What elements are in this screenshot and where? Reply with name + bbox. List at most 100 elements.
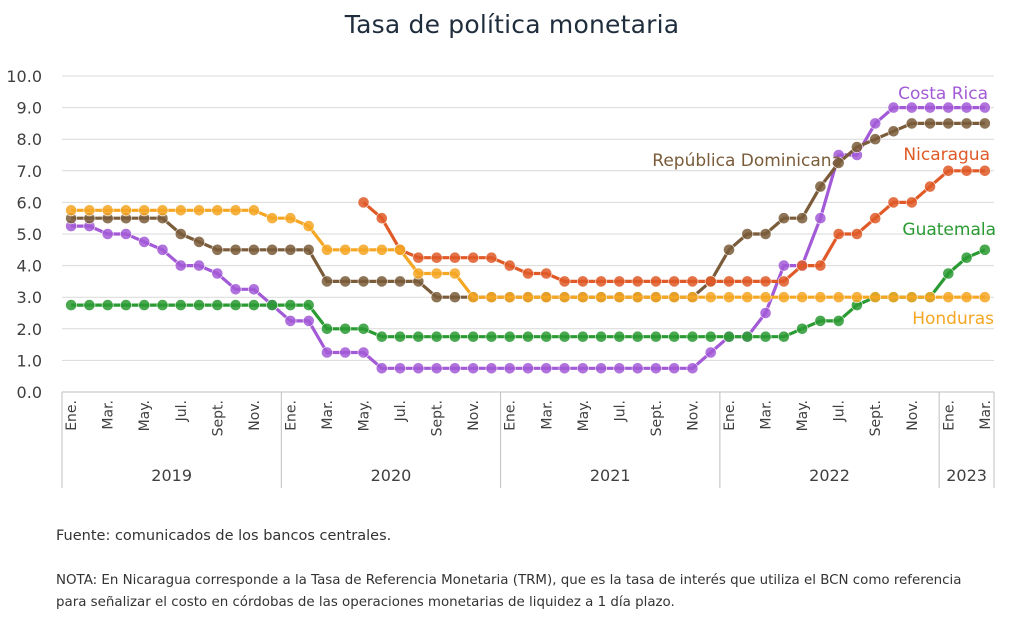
y-tick-label: 6.0	[17, 193, 42, 212]
x-tick-label: Nov.	[466, 400, 482, 431]
data-point	[631, 330, 644, 343]
data-point	[576, 362, 589, 375]
data-point	[960, 251, 973, 264]
data-point	[741, 291, 754, 304]
data-point	[193, 204, 205, 217]
data-point	[412, 267, 425, 280]
x-tick-label: Ene.	[64, 400, 80, 431]
data-point	[211, 204, 224, 217]
data-point	[668, 362, 681, 375]
data-point	[558, 291, 571, 304]
data-point	[284, 243, 297, 256]
data-point	[905, 117, 918, 130]
data-point	[540, 330, 553, 343]
data-point	[449, 330, 461, 343]
data-point	[777, 212, 790, 225]
data-point	[978, 117, 991, 130]
data-point	[540, 362, 553, 375]
series-label: Guatemala	[902, 220, 996, 240]
source-note: Fuente: comunicados de los bancos centra…	[56, 528, 392, 544]
data-point	[375, 275, 388, 288]
data-point	[978, 164, 991, 177]
year-label: 2022	[809, 466, 850, 485]
data-point	[723, 275, 735, 288]
data-point	[558, 275, 571, 288]
data-point	[467, 330, 480, 343]
data-point	[211, 299, 224, 311]
data-point	[650, 362, 662, 375]
data-point	[156, 243, 169, 256]
data-point	[485, 251, 498, 264]
data-point	[704, 275, 717, 288]
data-point	[174, 204, 187, 217]
data-point	[284, 314, 297, 327]
data-point	[156, 299, 169, 311]
data-point	[302, 243, 315, 256]
x-tick-label: Ene.	[722, 400, 738, 431]
data-point	[924, 180, 936, 193]
data-point	[814, 314, 827, 327]
data-point	[503, 330, 516, 343]
data-point	[321, 322, 333, 335]
data-point	[522, 267, 534, 280]
data-point	[686, 330, 699, 343]
series-label: Nicaragua	[903, 145, 990, 165]
data-point	[851, 228, 863, 240]
data-point	[576, 291, 589, 304]
data-point	[814, 180, 827, 193]
data-point	[503, 362, 516, 375]
data-point	[467, 291, 480, 304]
data-point	[522, 291, 534, 304]
y-tick-label: 1.0	[17, 351, 42, 370]
y-tick-label: 3.0	[17, 288, 42, 307]
data-point	[686, 275, 699, 288]
data-point	[266, 299, 279, 311]
data-point	[266, 243, 279, 256]
data-point	[704, 291, 717, 304]
data-point	[394, 330, 406, 343]
data-point	[960, 117, 973, 130]
data-point	[631, 291, 644, 304]
data-point	[247, 243, 260, 256]
x-tick-label: Jul.	[174, 400, 190, 422]
data-point	[887, 101, 900, 114]
data-point	[375, 362, 388, 375]
data-point	[430, 251, 443, 264]
footnote: NOTA: En Nicaragua corresponde a la Tasa…	[56, 573, 962, 610]
data-point	[357, 346, 370, 359]
series-label: Costa Rica	[898, 84, 988, 104]
data-point	[321, 346, 333, 359]
data-point	[924, 291, 936, 304]
data-point	[905, 196, 918, 209]
data-point	[174, 259, 187, 272]
x-tick-label: Nov.	[247, 400, 263, 431]
data-point	[339, 243, 352, 256]
x-tick-label: Mar.	[978, 400, 994, 430]
data-point	[65, 204, 78, 217]
data-point	[613, 275, 626, 288]
data-point	[887, 196, 900, 209]
x-tick-label: Ene.	[503, 400, 519, 431]
data-point	[430, 330, 443, 343]
data-point	[650, 330, 662, 343]
data-point	[759, 275, 772, 288]
y-tick-label: 10.0	[6, 67, 42, 86]
data-point	[832, 156, 845, 169]
data-point	[357, 196, 370, 209]
data-point	[357, 275, 370, 288]
data-point	[503, 259, 516, 272]
data-point	[485, 330, 498, 343]
data-point	[613, 362, 626, 375]
data-point	[321, 243, 333, 256]
x-tick-label: Mar.	[320, 400, 336, 430]
data-point	[832, 291, 845, 304]
data-point	[796, 322, 809, 335]
chart-title: Tasa de política monetaria	[344, 10, 680, 39]
data-point	[704, 346, 717, 359]
data-point	[777, 330, 790, 343]
data-point	[65, 299, 78, 311]
data-point	[485, 291, 498, 304]
data-point	[978, 101, 991, 114]
data-point	[193, 259, 205, 272]
data-point	[449, 362, 461, 375]
